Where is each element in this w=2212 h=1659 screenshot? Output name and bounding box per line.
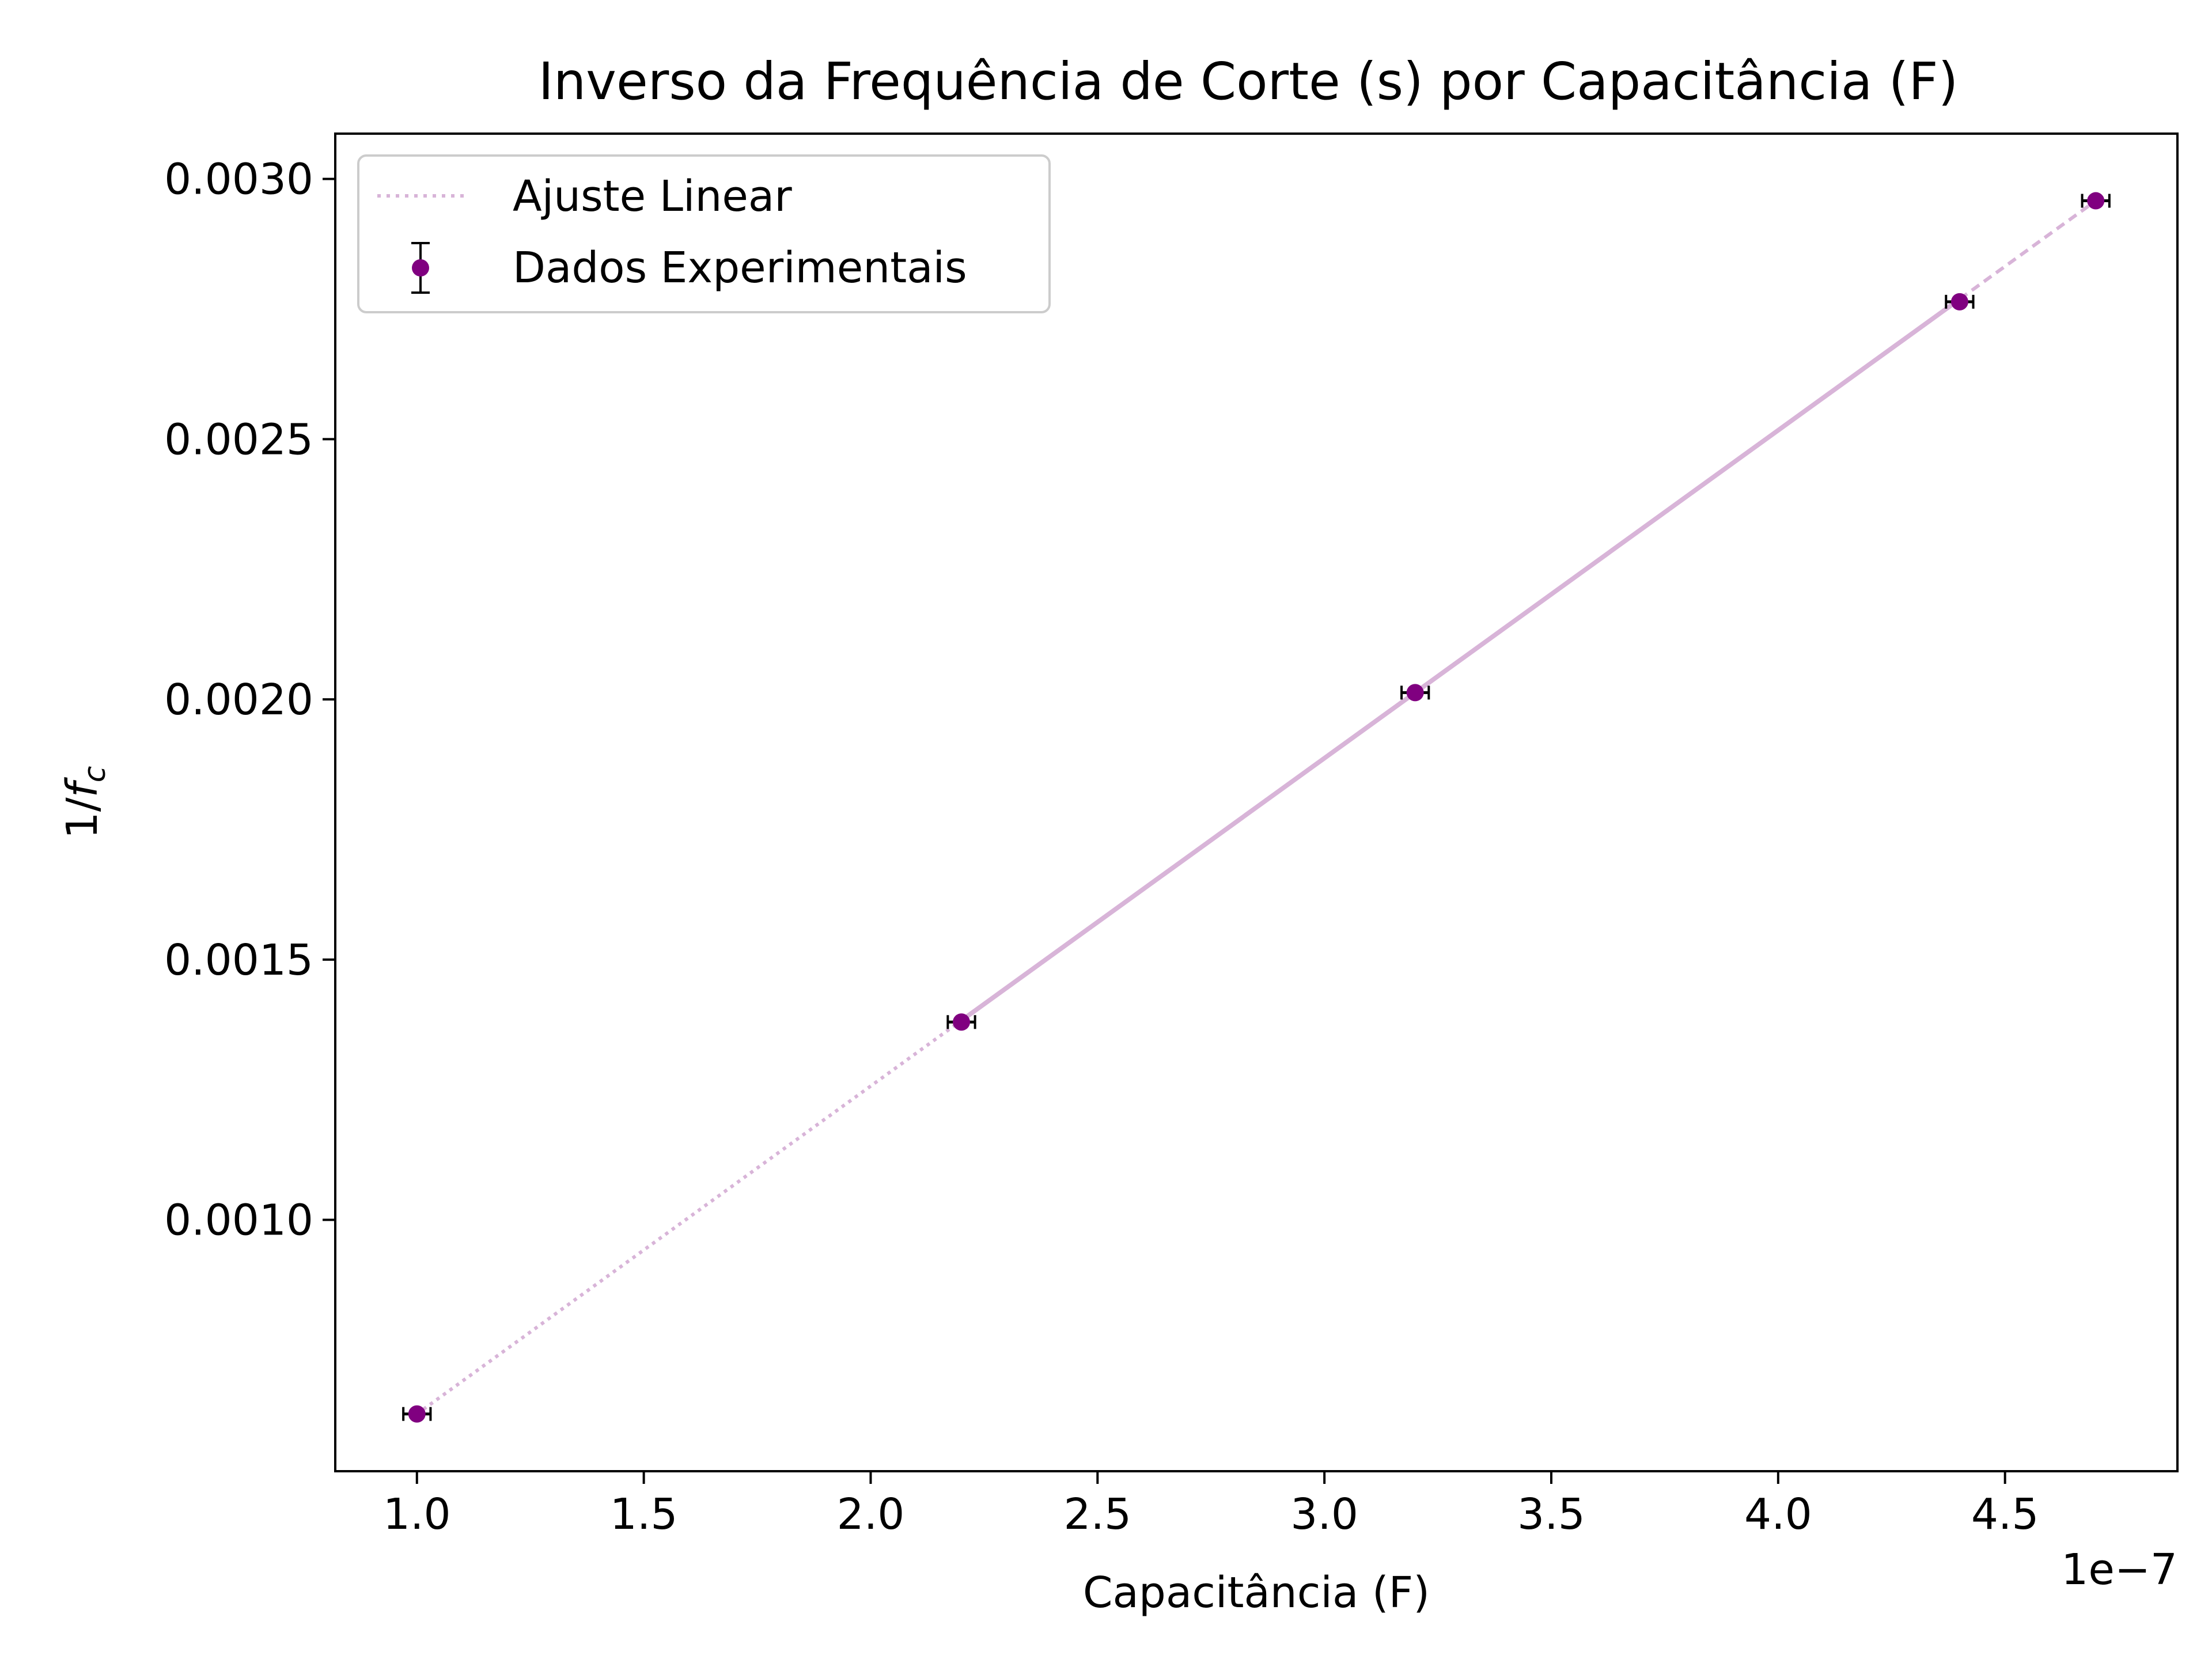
data-point [2087,192,2105,210]
x-tick-label: 4.5 [1971,1490,2039,1539]
data-point [1406,684,1424,702]
y-axis-ticks: 0.0010 0.0015 0.0020 0.0025 0.0030 [164,155,335,1245]
x-axis-ticks: 1.0 1.5 2.0 2.5 3.0 3.5 4.0 4.5 [383,1471,2039,1539]
x-tick-label: 4.0 [1744,1490,1812,1539]
axes-frame [334,132,2179,1472]
data-point [1950,293,1968,310]
x-tick-label: 3.5 [1517,1490,1585,1539]
legend-box [357,154,1051,313]
x-axis-label: Capacitância (F) [1083,1568,1430,1618]
legend-label-fit: Ajuste Linear [513,172,792,221]
x-tick-label: 1.0 [383,1490,451,1539]
data-point [408,1405,426,1423]
chart-title: Inverso da Frequência de Corte (s) por C… [539,51,1959,111]
y-axis-label: 1/fc [58,766,112,839]
y-axis-label-subscript: c [78,766,112,783]
x-tick-label: 1.5 [610,1490,678,1539]
y-axis-label-main: 1/ [58,797,107,839]
legend: Ajuste Linear Dados Experimentais [357,154,1051,313]
x-tick-label: 3.0 [1290,1490,1358,1539]
y-tick-label: 0.0010 [164,1196,313,1245]
legend-marker-swatch [411,242,430,294]
y-tick-label: 0.0020 [164,675,313,725]
plot-area [402,192,2111,1423]
fit-line-segment [1959,199,2097,301]
fit-line-segment [960,297,1961,1022]
x-tick-label: 2.5 [1063,1490,1131,1539]
y-tick-label: 0.0025 [164,415,313,464]
x-axis-offset-label: 1e−7 [2061,1545,2177,1594]
y-tick-label: 0.0030 [164,155,313,204]
y-tick-label: 0.0015 [164,935,313,985]
x-tick-label: 2.0 [837,1490,905,1539]
fit-line-segment [416,1019,963,1416]
data-point [953,1013,971,1031]
legend-label-data: Dados Experimentais [513,243,967,293]
